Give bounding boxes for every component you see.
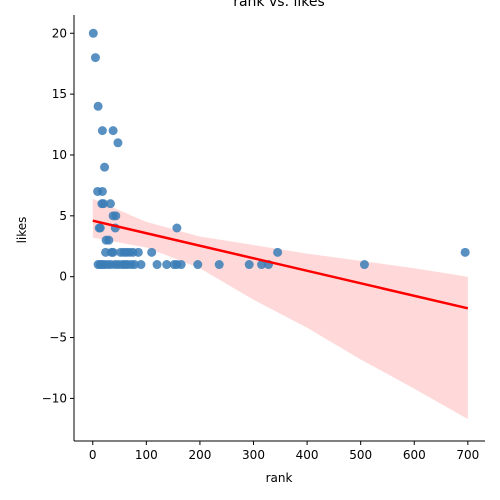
data-point bbox=[104, 235, 114, 245]
x-tick-label: 300 bbox=[242, 448, 265, 462]
x-tick-label: 700 bbox=[456, 448, 479, 462]
data-point bbox=[136, 260, 146, 270]
data-point bbox=[97, 126, 107, 136]
data-point bbox=[105, 199, 115, 209]
data-point bbox=[359, 260, 369, 270]
y-tick-label: −10 bbox=[42, 391, 67, 405]
y-tick-label: −5 bbox=[49, 331, 67, 345]
data-point bbox=[273, 247, 283, 257]
data-point bbox=[88, 28, 98, 38]
data-point bbox=[214, 260, 224, 270]
data-point bbox=[257, 260, 267, 270]
y-tick-label: 10 bbox=[52, 148, 67, 162]
x-axis-ticks: 0 100 200 300 400 500 600 700 bbox=[89, 441, 479, 462]
data-point bbox=[193, 260, 203, 270]
data-point bbox=[97, 186, 107, 196]
scatter-points bbox=[88, 28, 470, 270]
x-tick-label: 200 bbox=[188, 448, 211, 462]
data-point bbox=[100, 162, 110, 172]
data-point bbox=[133, 247, 143, 257]
data-point bbox=[113, 138, 123, 148]
data-point bbox=[90, 53, 100, 63]
x-tick-label: 500 bbox=[349, 448, 372, 462]
x-tick-label: 400 bbox=[296, 448, 319, 462]
y-tick-label: 5 bbox=[59, 209, 67, 223]
data-point bbox=[244, 260, 254, 270]
x-axis-label: rank bbox=[266, 471, 293, 485]
data-point bbox=[152, 260, 162, 270]
data-point bbox=[98, 199, 108, 209]
y-tick-label: 20 bbox=[52, 26, 67, 40]
x-tick-label: 0 bbox=[89, 448, 97, 462]
data-point bbox=[172, 223, 182, 233]
x-tick-label: 600 bbox=[403, 448, 426, 462]
data-point bbox=[108, 247, 118, 257]
data-point bbox=[176, 260, 186, 270]
data-point bbox=[93, 101, 103, 111]
data-point bbox=[460, 247, 470, 257]
confidence-band bbox=[92, 198, 468, 420]
data-point bbox=[111, 211, 121, 221]
regression-line bbox=[92, 219, 469, 310]
y-axis-ticks: −10 −5 0 5 10 15 20 bbox=[42, 26, 74, 405]
data-point bbox=[108, 126, 118, 136]
data-point bbox=[130, 260, 140, 270]
y-tick-label: 15 bbox=[52, 87, 67, 101]
data-point bbox=[147, 247, 157, 257]
data-point bbox=[162, 260, 172, 270]
y-tick-label: 0 bbox=[59, 270, 67, 284]
data-point bbox=[94, 223, 104, 233]
chart-title: rank vs. likes bbox=[233, 0, 325, 10]
x-tick-label: 100 bbox=[135, 448, 158, 462]
y-axis-label: likes bbox=[15, 217, 29, 244]
